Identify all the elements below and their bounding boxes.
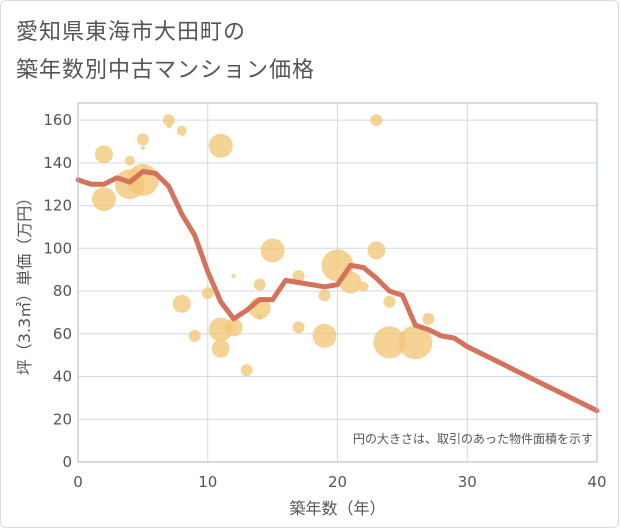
bubble-point xyxy=(292,270,305,283)
y-tick-label: 40 xyxy=(53,368,72,386)
bubble-point xyxy=(140,145,145,150)
bubble-series xyxy=(91,114,435,377)
bubble-point xyxy=(231,274,236,279)
bubble-point xyxy=(201,287,214,300)
bubble-point xyxy=(172,294,191,313)
bubble-point xyxy=(260,238,285,263)
bubble-point xyxy=(253,278,266,291)
bubble-size-note: 円の大きさは、取引のあった物件面積を示す xyxy=(353,431,593,446)
x-axis-label: 築年数（年） xyxy=(289,499,385,518)
bubble-point xyxy=(370,114,383,127)
y-tick-label: 160 xyxy=(43,111,72,129)
bubble-point xyxy=(318,289,331,302)
chart-title-line1: 愛知県東海市大田町の xyxy=(16,20,247,45)
bubble-point xyxy=(166,124,171,129)
chart-title-line2: 築年数別中古マンション価格 xyxy=(16,58,316,83)
x-tick-label: 0 xyxy=(73,473,83,491)
bubble-point xyxy=(136,133,149,146)
plot-area-border xyxy=(77,102,598,463)
bubble-point xyxy=(91,187,116,212)
x-tick-label: 20 xyxy=(328,473,347,491)
bubble-point xyxy=(398,325,433,360)
trend-line xyxy=(75,168,600,414)
y-tick-label: 60 xyxy=(53,325,72,343)
axis-ticks: 0 10 20 30 40 0 20 40 60 80 100 120 140 160 xyxy=(43,111,606,491)
bubble-point xyxy=(94,145,113,164)
y-tick-label: 0 xyxy=(62,453,72,471)
bubble-point xyxy=(162,114,175,127)
bubble-point xyxy=(373,326,406,359)
bubble-point xyxy=(422,312,435,325)
bubble-point xyxy=(367,241,386,260)
bubble-point xyxy=(312,323,337,348)
y-axis-label: 坪（3.3㎡）単価（万円） xyxy=(15,190,34,375)
x-tick-label: 10 xyxy=(198,473,217,491)
x-tick-label: 40 xyxy=(587,473,606,491)
x-tick-label: 30 xyxy=(458,473,477,491)
bubble-point xyxy=(240,364,253,377)
y-tick-label: 80 xyxy=(53,282,72,300)
y-tick-label: 140 xyxy=(43,154,72,172)
bubble-point xyxy=(383,295,396,308)
bubble-point xyxy=(224,318,243,337)
bubble-point xyxy=(211,339,230,358)
y-tick-label: 120 xyxy=(43,197,72,215)
bubble-point xyxy=(292,321,305,334)
bubble-point xyxy=(208,133,233,158)
bubble-point xyxy=(256,313,263,320)
bubble-point xyxy=(358,281,369,292)
bubble-point xyxy=(124,155,135,166)
bubble-point xyxy=(176,125,187,136)
bubble-point xyxy=(188,329,201,342)
y-tick-label: 100 xyxy=(43,239,72,257)
y-tick-label: 20 xyxy=(53,410,72,428)
